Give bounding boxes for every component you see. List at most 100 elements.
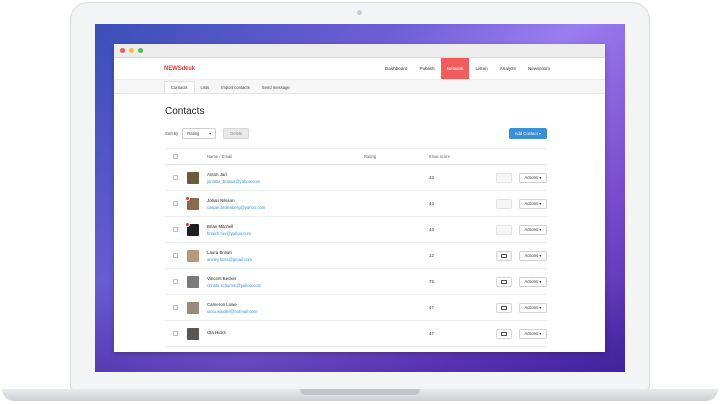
avatar [187, 223, 199, 236]
table-header: Name / Email Rating Klout score [165, 148, 547, 165]
header-rating[interactable]: Rating [364, 154, 377, 159]
avatar-cell [185, 195, 207, 211]
blocked-badge-icon [185, 195, 190, 201]
avatar-cell [185, 249, 207, 263]
contact-email[interactable]: anviey.koss@gmail.com [207, 256, 252, 262]
nav-item-analyze[interactable]: Analyze [499, 66, 517, 71]
nav-item-network[interactable]: Network [440, 58, 470, 79]
table-row[interactable]: Brian Mitchell briaich.rux@yahoo.com 43 Act… [165, 217, 547, 243]
row-checkbox[interactable] [172, 227, 178, 232]
table-row[interactable]: Johan Nilsson casper.brolenberg@yahoo.com… [165, 191, 547, 217]
table-row[interactable]: Vincent Becker christa.schumm@yahoo.com 75… [165, 269, 547, 295]
actions-dropdown-button[interactable]: Actions ▾ [519, 198, 547, 209]
page-title: Contacts [165, 106, 205, 117]
contact-info: Johan Nilsson casper.brolenberg@yahoo.com [207, 198, 364, 210]
klout-score: 43 [429, 201, 434, 206]
minimize-window-icon[interactable] [129, 48, 134, 53]
actions-dropdown-button[interactable]: Actions ▾ [519, 276, 547, 287]
envelope-icon [501, 279, 507, 284]
row-checkbox[interactable] [172, 201, 178, 206]
actions-dropdown-button[interactable]: Actions ▾ [519, 172, 547, 183]
sort-select[interactable]: Rating ▾ [182, 127, 217, 139]
contact-email[interactable]: uictu.windler@hotmail.com [207, 308, 258, 314]
actions-cell: Actions ▾ [519, 198, 547, 209]
send-mail-button[interactable] [496, 224, 512, 235]
avatar [187, 327, 199, 340]
avatar [187, 197, 199, 210]
avatar-cell [185, 301, 207, 315]
contact-name[interactable]: Johan Nilsson [207, 197, 235, 203]
table-row[interactable]: Laura Brown anviey.koss@gmail.com 12 Action… [165, 243, 547, 269]
actions-cell: Actions ▾ [519, 250, 547, 261]
nav-item-publish[interactable]: Publish [419, 66, 435, 71]
contact-name[interactable]: Vincent Becker [207, 275, 237, 281]
mail-cell [493, 198, 515, 209]
table-row[interactable]: Anton Jarl jonoste_brasus@yahoo.com 43 Acti… [165, 165, 547, 191]
header-name-email[interactable]: Name / Email [207, 154, 233, 159]
select-all-checkbox[interactable] [172, 154, 178, 159]
tab-import-contacts[interactable]: Import contacts [221, 85, 250, 90]
nav-item-newsroom[interactable]: Newsroom [528, 66, 550, 71]
contact-name[interactable]: Laura Brown [207, 249, 232, 255]
tab-send-message[interactable]: Send message [261, 85, 290, 90]
add-contact-button[interactable]: Add Contact ▾ [508, 127, 547, 139]
contacts-toolbar: Sort by Rating ▾ Delete Add Contact ▾ [165, 127, 547, 139]
table-row[interactable]: Cameron Lowe uictu.windler@hotmail.com 47 A… [165, 295, 547, 321]
row-select-cell [165, 331, 185, 336]
contact-name[interactable]: Brian Mitchell [207, 223, 234, 229]
envelope-icon [501, 305, 507, 310]
laptop-notch [300, 389, 420, 395]
tab-contacts[interactable]: Contacts [164, 81, 195, 93]
send-mail-button[interactable] [496, 172, 512, 183]
header-klout[interactable]: Klout score [429, 154, 450, 159]
contact-email[interactable]: briaich.rux@yahoo.com [207, 230, 252, 236]
contact-email[interactable]: casper.brolenberg@yahoo.com [207, 204, 266, 210]
browser-titlebar [114, 44, 605, 58]
send-mail-button[interactable] [496, 276, 512, 287]
nav-item-dashboard[interactable]: Dashboard [385, 66, 408, 71]
tab-lists[interactable]: Lists [200, 85, 210, 90]
klout-score: 47 [429, 305, 434, 310]
newsdesk-logo[interactable]: NEWSdesk [164, 65, 195, 72]
send-mail-button[interactable] [496, 328, 512, 339]
actions-dropdown-button[interactable]: Actions ▾ [519, 328, 547, 339]
row-checkbox[interactable] [172, 279, 178, 284]
avatar-cell [185, 327, 207, 341]
mail-cell [493, 224, 515, 235]
table-row[interactable]: Ola Hicks 47 Actions ▾ [165, 321, 547, 347]
actions-cell: Actions ▾ [519, 172, 547, 183]
actions-dropdown-button[interactable]: Actions ▾ [519, 250, 547, 261]
actions-dropdown-button[interactable]: Actions ▾ [519, 302, 547, 313]
actions-dropdown-button[interactable]: Actions ▾ [519, 224, 547, 235]
contact-email[interactable]: christa.schumm@yahoo.com [207, 282, 262, 288]
send-mail-button[interactable] [496, 302, 512, 313]
contact-info: Cameron Lowe uictu.windler@hotmail.com [207, 302, 364, 314]
mail-cell [493, 250, 515, 261]
nav-item-listen[interactable]: Listen [475, 66, 488, 71]
contact-name[interactable]: Cameron Lowe [207, 301, 237, 307]
maximize-window-icon[interactable] [138, 48, 143, 53]
contact-info: Laura Brown anviey.koss@gmail.com [207, 250, 364, 262]
contact-name[interactable]: Anton Jarl [207, 171, 227, 177]
camera-icon [357, 10, 362, 15]
klout-score: 43 [429, 175, 434, 180]
row-checkbox[interactable] [172, 305, 178, 310]
send-mail-button[interactable] [496, 250, 512, 261]
avatar [187, 275, 199, 288]
contact-email[interactable]: jonoste_brasus@yahoo.com [207, 178, 261, 184]
laptop-base [2, 389, 718, 401]
row-checkbox[interactable] [172, 253, 178, 258]
close-window-icon[interactable] [120, 48, 125, 53]
row-checkbox[interactable] [172, 331, 178, 336]
klout-score: 43 [429, 227, 434, 232]
row-checkbox[interactable] [172, 175, 178, 180]
contact-info: Vincent Becker christa.schumm@yahoo.com [207, 276, 364, 288]
main-content: Contacts Sort by Rating ▾ Delete Add Con… [114, 106, 605, 347]
table-body: Anton Jarl jonoste_brasus@yahoo.com 43 Acti… [165, 165, 547, 347]
row-select-cell [165, 175, 185, 180]
send-mail-button[interactable] [496, 198, 512, 209]
delete-button[interactable]: Delete [223, 127, 250, 139]
actions-cell: Actions ▾ [519, 328, 547, 339]
contact-name[interactable]: Ola Hicks [207, 330, 226, 335]
